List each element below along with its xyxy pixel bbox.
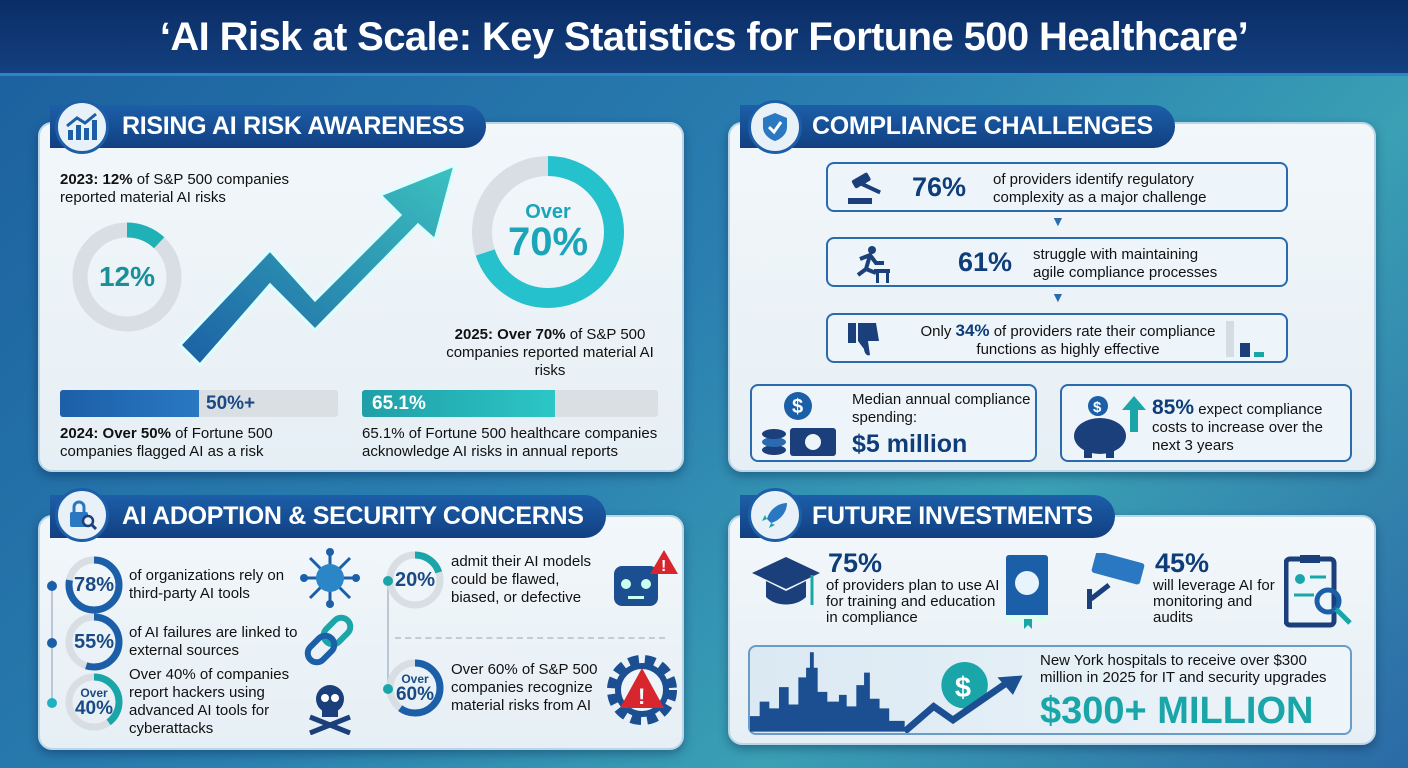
hurdle-runner-icon bbox=[856, 246, 890, 283]
clipboard-search-icon bbox=[1284, 555, 1352, 628]
gavel-icon bbox=[848, 172, 881, 204]
adoption-stat-text: Over 60% of S&P 500 companies recognize … bbox=[451, 661, 598, 714]
broken-link-icon bbox=[304, 614, 354, 666]
gear-warning-icon: ! bbox=[607, 655, 677, 725]
timeline-dot bbox=[47, 638, 57, 648]
rising-arrow-icon bbox=[170, 160, 470, 380]
donut-70: Over 70% bbox=[468, 152, 628, 312]
timeline-dot bbox=[47, 581, 57, 591]
shield-gear-icon bbox=[748, 100, 802, 154]
section-heading: RISING AI RISK AWARENESS bbox=[50, 105, 487, 148]
monitoring-value: 45% bbox=[1155, 548, 1210, 578]
compliance-row: 61% struggle with maintaining agile comp… bbox=[826, 237, 1288, 287]
panel-adoption bbox=[38, 515, 684, 750]
city-skyline-icon: $ bbox=[750, 652, 1023, 733]
stat-healthcare-text: 65.1% of Fortune 500 healthcare companie… bbox=[362, 425, 658, 460]
thumbs-down-icon bbox=[848, 323, 879, 356]
adoption-stat-text: admit their AI models could be flawed, b… bbox=[451, 553, 592, 606]
adoption-stat-text: Over 40% of companies report hackers usi… bbox=[129, 666, 290, 737]
graduation-cap-icon bbox=[752, 557, 820, 605]
svg-text:$: $ bbox=[792, 396, 803, 418]
header-banner bbox=[0, 0, 1408, 76]
compliance-row: 76% of providers identify regulatory com… bbox=[826, 162, 1288, 212]
spending-card: $ Median annual compliance spending: $5 … bbox=[750, 384, 1037, 462]
ai-book-icon bbox=[1006, 555, 1048, 629]
timeline-line bbox=[387, 578, 389, 690]
bar-chart-icon bbox=[1226, 321, 1234, 357]
money-coins-icon: $ bbox=[762, 392, 836, 456]
section-heading: FUTURE INVESTMENTS bbox=[740, 495, 1115, 538]
svg-text:!: ! bbox=[661, 558, 666, 575]
adoption-stat-text: of AI failures are linked to external so… bbox=[129, 624, 298, 659]
divider bbox=[395, 637, 665, 639]
adoption-stat-text: of organizations rely on third-party AI … bbox=[129, 567, 285, 602]
section-heading: AI ADOPTION & SECURITY CONCERNS bbox=[50, 495, 606, 538]
costs-card: $ 85% expect compliance costs to increas… bbox=[1060, 384, 1352, 462]
compliance-row: Only 34% of providers rate their complia… bbox=[826, 313, 1288, 363]
flow-arrow-icon: ▼ bbox=[1051, 289, 1065, 305]
training-value: 75% bbox=[828, 548, 883, 578]
percent-donut: 55% bbox=[62, 610, 126, 674]
monitoring-text: will leverage AI for monitoring and audi… bbox=[1153, 577, 1275, 626]
svg-text:$: $ bbox=[1093, 399, 1102, 416]
rocket-icon bbox=[748, 488, 802, 542]
timeline-dot bbox=[47, 698, 57, 708]
lock-search-icon bbox=[55, 488, 109, 542]
broken-robot-icon: ! bbox=[614, 550, 678, 606]
section-heading: COMPLIANCE CHALLENGES bbox=[740, 105, 1175, 148]
network-icon bbox=[300, 548, 360, 608]
donut-12: 12% bbox=[70, 220, 184, 334]
stat-2025-text: 2025: Over 70% of S&P 500 companies repo… bbox=[446, 326, 654, 379]
progress-bar-2024: 50%+ bbox=[60, 390, 338, 417]
percent-donut: Over 40% bbox=[62, 670, 126, 734]
page-title: ‘AI Risk at Scale: Key Statistics for Fo… bbox=[159, 15, 1249, 59]
ny-funding-card: $ New York hospitals to receive over $30… bbox=[748, 645, 1352, 735]
stat-2023-text: 2023: 12% of S&P 500 companies reported … bbox=[60, 171, 290, 206]
training-text: of providers plan to use AI for training… bbox=[826, 577, 1000, 626]
svg-text:$: $ bbox=[955, 672, 971, 704]
svg-text:!: ! bbox=[638, 684, 645, 709]
progress-bar-healthcare: 65.1% bbox=[362, 390, 658, 417]
timeline-dot bbox=[383, 576, 393, 586]
percent-donut: 78% bbox=[62, 553, 126, 617]
timeline-dot bbox=[383, 684, 393, 694]
piggy-bank-icon: $ bbox=[1074, 396, 1146, 458]
chart-growth-icon bbox=[55, 100, 109, 154]
stat-2024-text: 2024: Over 50% of Fortune 500 companies … bbox=[60, 425, 273, 460]
flow-arrow-icon: ▼ bbox=[1051, 213, 1065, 229]
security-camera-icon bbox=[1087, 553, 1145, 609]
skull-icon bbox=[309, 685, 351, 735]
